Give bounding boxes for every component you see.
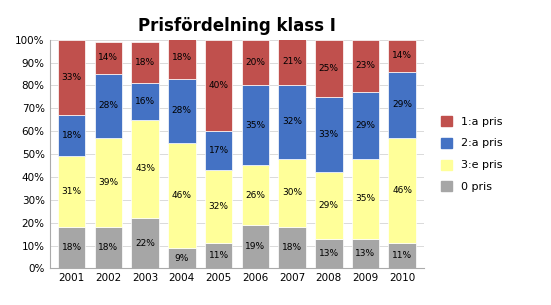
Text: 11%: 11% [208, 251, 229, 260]
Text: 20%: 20% [245, 58, 265, 67]
Bar [352, 92, 379, 159]
Text: 31%: 31% [62, 187, 82, 196]
Text: 14%: 14% [392, 51, 412, 60]
Text: 17%: 17% [208, 146, 229, 155]
Text: 28%: 28% [99, 102, 118, 110]
Text: 16%: 16% [135, 97, 155, 106]
Text: 21%: 21% [282, 57, 302, 66]
Text: 30%: 30% [282, 188, 302, 197]
Bar [95, 74, 122, 138]
Text: 43%: 43% [135, 164, 155, 174]
Bar [388, 243, 416, 268]
Bar [58, 227, 85, 268]
Text: 32%: 32% [282, 117, 302, 127]
Bar [168, 142, 196, 248]
Text: 14%: 14% [99, 53, 118, 63]
Text: 40%: 40% [209, 81, 229, 90]
Bar [95, 42, 122, 74]
Text: 35%: 35% [245, 121, 266, 130]
Text: 23%: 23% [355, 61, 375, 70]
Text: 18%: 18% [282, 243, 302, 252]
Text: 29%: 29% [392, 100, 412, 109]
Bar [95, 138, 122, 227]
Bar [205, 40, 233, 131]
Text: 33%: 33% [62, 73, 82, 82]
Bar [241, 225, 269, 268]
Bar [278, 159, 306, 227]
Bar [95, 227, 122, 268]
Bar [205, 243, 233, 268]
Text: 13%: 13% [318, 249, 339, 258]
Bar [131, 218, 159, 268]
Bar [352, 239, 379, 268]
Text: 32%: 32% [209, 202, 229, 211]
Text: 18%: 18% [62, 243, 82, 252]
Text: 35%: 35% [355, 194, 376, 203]
Bar [131, 83, 159, 120]
Bar [241, 40, 269, 85]
Text: 11%: 11% [392, 251, 412, 260]
Text: 18%: 18% [62, 131, 82, 140]
Bar [278, 85, 306, 159]
Bar [205, 170, 233, 243]
Legend: 1:a pris, 2:a pris, 3:e pris, 0 pris: 1:a pris, 2:a pris, 3:e pris, 0 pris [437, 113, 506, 196]
Bar [168, 78, 196, 142]
Bar [315, 97, 343, 172]
Title: Prisfördelning klass I: Prisfördelning klass I [138, 17, 336, 35]
Text: 29%: 29% [355, 121, 375, 130]
Text: 25%: 25% [319, 64, 339, 73]
Text: 46%: 46% [392, 186, 412, 195]
Text: 18%: 18% [135, 58, 155, 67]
Bar [168, 248, 196, 268]
Text: 22%: 22% [135, 239, 155, 248]
Bar [241, 85, 269, 165]
Bar [58, 156, 85, 227]
Text: 29%: 29% [319, 201, 339, 210]
Bar [241, 165, 269, 225]
Bar [315, 40, 343, 97]
Text: 18%: 18% [98, 243, 118, 252]
Text: 9%: 9% [175, 253, 189, 263]
Text: 13%: 13% [355, 249, 376, 258]
Bar [388, 138, 416, 243]
Bar [388, 40, 416, 72]
Bar [205, 131, 233, 170]
Text: 46%: 46% [172, 191, 192, 200]
Bar [352, 159, 379, 239]
Bar [168, 37, 196, 78]
Bar [352, 40, 379, 92]
Bar [315, 172, 343, 239]
Bar [278, 37, 306, 85]
Text: 39%: 39% [98, 178, 118, 187]
Bar [278, 227, 306, 268]
Bar [388, 72, 416, 138]
Text: 28%: 28% [172, 106, 192, 115]
Bar [131, 42, 159, 83]
Text: 18%: 18% [172, 53, 192, 63]
Bar [131, 120, 159, 218]
Bar [58, 115, 85, 156]
Bar [315, 239, 343, 268]
Text: 33%: 33% [318, 130, 339, 139]
Text: 26%: 26% [245, 191, 265, 200]
Bar [58, 40, 85, 115]
Text: 19%: 19% [245, 242, 266, 251]
